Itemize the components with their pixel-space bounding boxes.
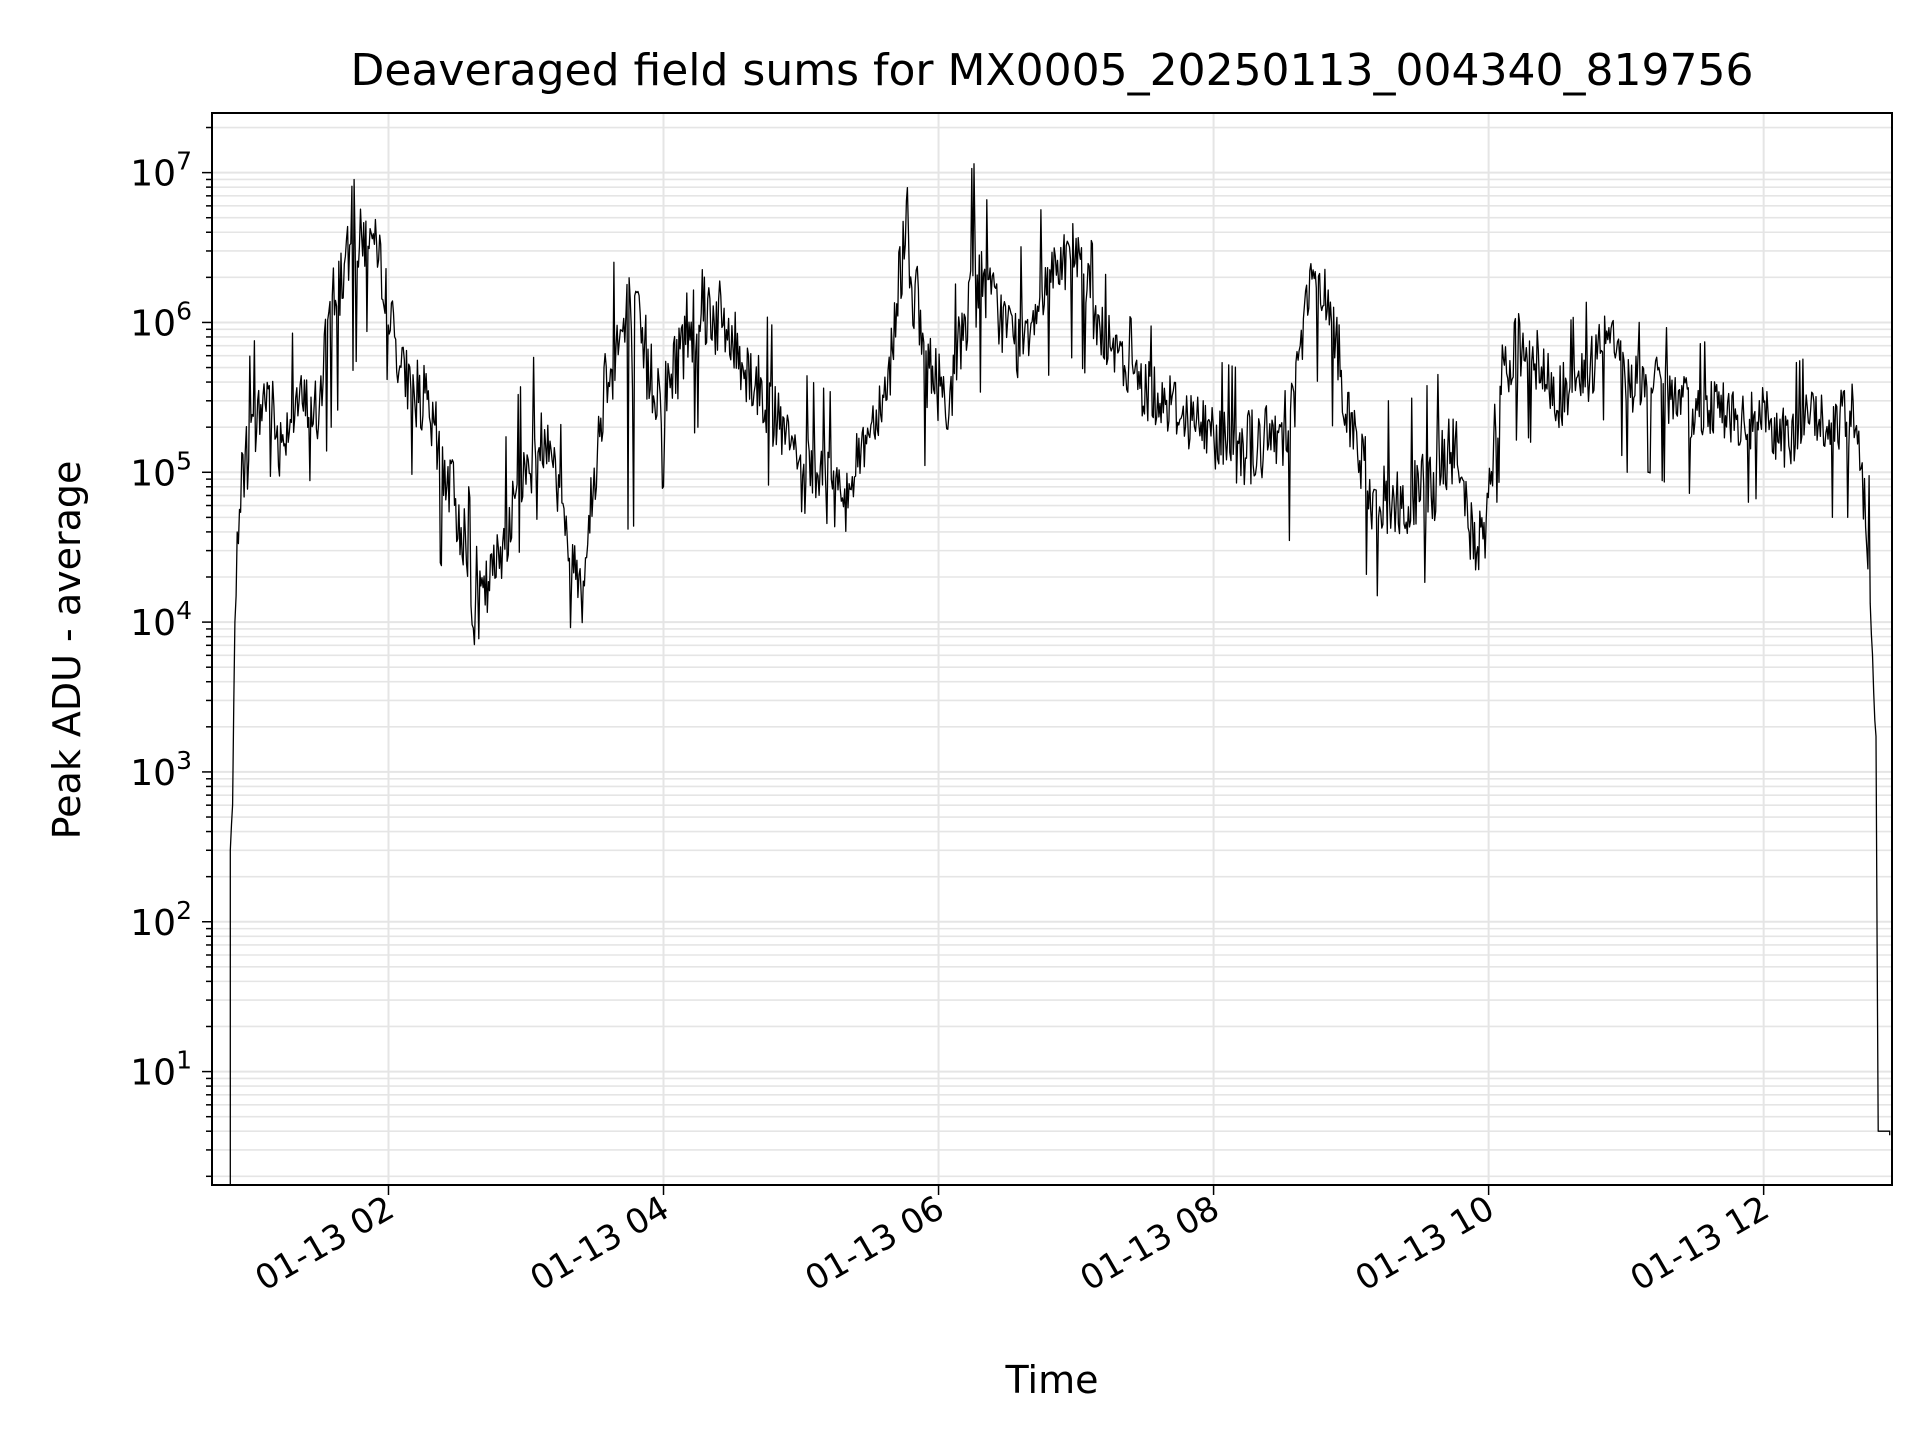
y-tick-label: 106 (130, 296, 192, 344)
y-tick-label: 107 (130, 147, 192, 195)
y-tick-label: 105 (130, 446, 192, 494)
data-series (229, 163, 1891, 1185)
chart-title: Deaveraged field sums for MX0005_2025011… (351, 45, 1754, 96)
series-line (229, 163, 1891, 1185)
y-tick-label: 103 (130, 746, 192, 794)
y-axis-label: Peak ADU - average (45, 461, 89, 840)
y-tick-label: 102 (130, 896, 192, 944)
grid-lines (212, 113, 1892, 1185)
y-tick-label: 101 (130, 1046, 192, 1094)
y-tick-label: 104 (130, 596, 192, 644)
plot-frame (211, 112, 1893, 1186)
x-axis-label: Time (1005, 1358, 1099, 1402)
